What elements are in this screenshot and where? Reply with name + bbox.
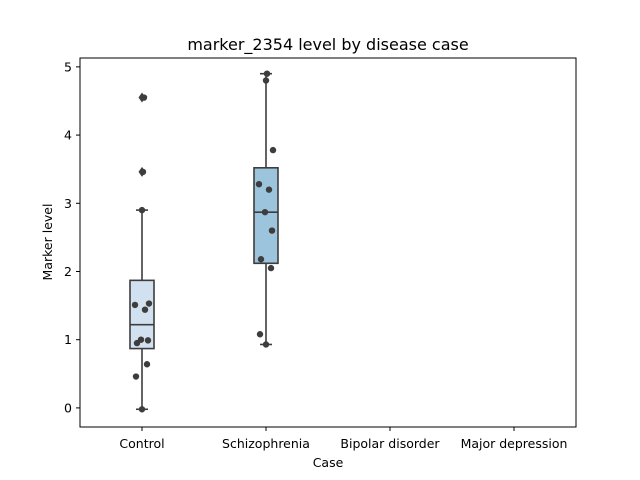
data-point [256, 331, 264, 338]
x-tick-label: Schizophrenia [222, 436, 310, 451]
data-point [138, 206, 146, 214]
y-tick-label: 1 [64, 332, 72, 347]
data-point [261, 208, 269, 216]
data-point [144, 337, 152, 344]
data-point [143, 361, 151, 368]
data-point [262, 77, 270, 84]
x-axis-label: Case [313, 455, 344, 470]
y-tick-label: 3 [64, 196, 72, 211]
data-point [137, 336, 145, 343]
data-point [139, 168, 147, 176]
data-point [262, 341, 270, 348]
y-axis-label: Marker level [40, 204, 55, 281]
data-point [267, 264, 275, 272]
y-tick-label: 0 [64, 400, 72, 415]
data-point [257, 256, 265, 263]
data-point [145, 300, 153, 307]
data-point [263, 70, 271, 77]
data-point [141, 306, 149, 313]
data-point [265, 186, 273, 193]
data-point [268, 227, 276, 234]
y-tick-label: 4 [64, 128, 72, 143]
data-point [132, 373, 140, 380]
plot-area: 0 1 2 3 4 5 Control Schizophrenia Bipolar disord… [64, 59, 567, 451]
chart-title: marker_2354 level by disease case [187, 35, 468, 55]
data-point [140, 94, 148, 101]
x-tick-label: Major depression [461, 436, 568, 451]
data-point [255, 180, 263, 188]
y-tick-label: 5 [64, 59, 72, 74]
data-point [269, 146, 277, 154]
y-tick-label: 2 [64, 264, 72, 279]
x-tick-label: Bipolar disorder [340, 436, 440, 451]
x-tick-label: Control [119, 436, 164, 451]
axes-frame [79, 57, 577, 428]
data-point [138, 406, 146, 413]
data-point [131, 301, 139, 309]
